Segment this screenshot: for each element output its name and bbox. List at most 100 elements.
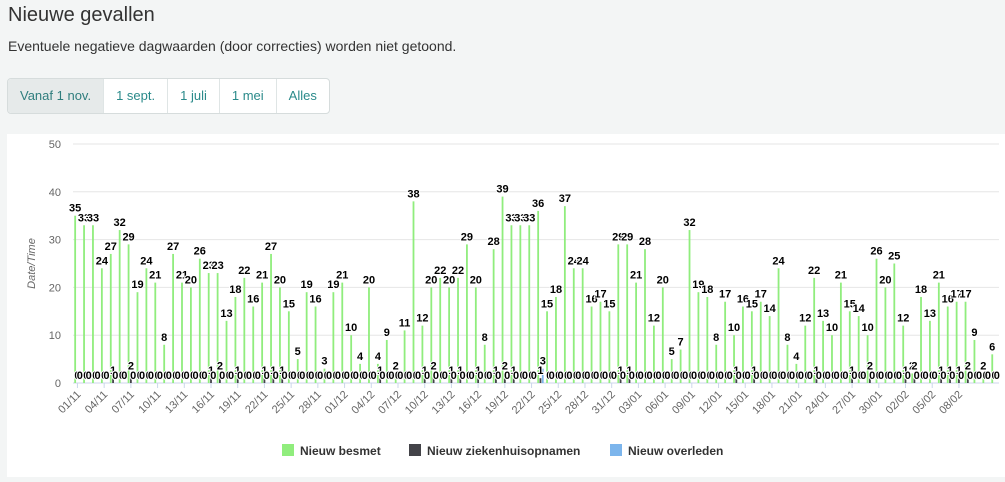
bar xyxy=(528,225,531,383)
legend-item: Nieuw besmet xyxy=(300,444,381,458)
x-tick-label: 27/01 xyxy=(830,389,858,417)
bar xyxy=(287,311,290,383)
data-label: 0 xyxy=(130,370,136,382)
data-label: 0 xyxy=(466,370,472,382)
x-tick-label: 06/01 xyxy=(643,389,671,417)
data-label: 19 xyxy=(131,279,143,291)
bar xyxy=(884,287,887,383)
data-label: 0 xyxy=(822,370,828,382)
data-label: 0 xyxy=(753,370,759,382)
data-label: 0 xyxy=(199,370,205,382)
bar xyxy=(510,225,513,383)
bar xyxy=(753,378,756,383)
bar xyxy=(314,306,317,383)
data-label: 9 xyxy=(971,327,977,339)
data-label: 0 xyxy=(958,370,964,382)
data-label: 0 xyxy=(297,370,303,382)
data-label: 21 xyxy=(630,270,642,282)
data-label: 27 xyxy=(167,241,179,253)
data-label: 12 xyxy=(897,313,909,325)
tab-1-mei[interactable]: 1 mei xyxy=(220,79,277,113)
data-label: 0 xyxy=(896,370,902,382)
bar xyxy=(190,287,192,383)
cases-chart: 01020304050Date/Time35333324273229192421… xyxy=(26,139,1001,458)
data-label: 0 xyxy=(190,370,196,382)
data-label: 16 xyxy=(247,294,259,306)
data-label: 0 xyxy=(451,370,457,382)
bar xyxy=(403,330,406,383)
x-tick-label: 31/12 xyxy=(590,389,618,417)
tab-1-sept[interactable]: 1 sept. xyxy=(104,79,169,113)
data-label: 4 xyxy=(357,351,364,363)
data-label: 0 xyxy=(834,370,840,382)
data-label: 0 xyxy=(155,370,161,382)
bar xyxy=(207,273,210,383)
data-label: 0 xyxy=(778,370,784,382)
data-label: 0 xyxy=(798,370,804,382)
tab-alles[interactable]: Alles xyxy=(288,88,317,103)
data-label: 0 xyxy=(101,370,107,382)
data-label: 0 xyxy=(486,370,492,382)
x-tick-label: 24/01 xyxy=(804,389,832,417)
data-label: 17 xyxy=(594,289,606,301)
data-label: 0 xyxy=(620,370,626,382)
tab-vanaf-1-nov[interactable]: Vanaf 1 nov. xyxy=(8,79,105,113)
data-label: 1 xyxy=(457,365,463,377)
data-label: 0 xyxy=(655,370,661,382)
data-label: 0 xyxy=(557,370,563,382)
data-label: 0 xyxy=(103,370,109,382)
data-label: 0 xyxy=(593,370,599,382)
bar xyxy=(590,306,593,383)
data-label: 0 xyxy=(433,370,439,382)
data-label: 0 xyxy=(825,370,831,382)
data-label: 0 xyxy=(807,370,813,382)
bar xyxy=(768,316,771,383)
data-label: 0 xyxy=(787,370,793,382)
bar xyxy=(991,354,994,383)
data-label: 0 xyxy=(744,370,750,382)
data-label: 0 xyxy=(353,370,359,382)
bar xyxy=(210,378,212,383)
data-label: 0 xyxy=(611,370,617,382)
tab-1-juli[interactable]: 1 juli xyxy=(168,79,220,113)
data-label: 0 xyxy=(709,370,715,382)
bar xyxy=(423,378,426,383)
data-label: 17 xyxy=(755,289,767,301)
bar xyxy=(608,311,611,383)
y-tick-label: 0 xyxy=(55,378,61,390)
data-label: 0 xyxy=(148,370,154,382)
data-label: 20 xyxy=(879,274,891,286)
data-label: 32 xyxy=(114,217,126,229)
data-label: 0 xyxy=(344,370,350,382)
data-label: 0 xyxy=(762,370,768,382)
x-tick-label: 05/02 xyxy=(910,389,938,417)
data-label: 12 xyxy=(799,313,811,325)
data-label: 0 xyxy=(531,370,537,382)
bar xyxy=(815,378,818,383)
data-label: 0 xyxy=(929,370,935,382)
bar xyxy=(537,210,540,383)
y-tick-label: 50 xyxy=(49,139,61,151)
data-label: 0 xyxy=(157,370,163,382)
data-label: 0 xyxy=(789,370,795,382)
data-label: 2 xyxy=(502,360,508,372)
data-label: 21 xyxy=(256,270,268,282)
bar xyxy=(100,268,103,383)
data-label: 21 xyxy=(149,270,161,282)
x-tick-label: 22/12 xyxy=(510,389,538,417)
bar xyxy=(541,368,544,383)
data-label: 24 xyxy=(568,255,581,267)
bar xyxy=(539,378,542,383)
data-label: 24 xyxy=(140,255,153,267)
x-tick-label: 04/12 xyxy=(349,389,377,417)
y-tick-label: 20 xyxy=(49,282,61,294)
data-label: 0 xyxy=(439,370,445,382)
data-label: 0 xyxy=(388,370,394,382)
data-label: 0 xyxy=(718,370,724,382)
data-label: 0 xyxy=(406,370,412,382)
data-label: 19 xyxy=(301,279,313,291)
data-label: 0 xyxy=(315,370,321,382)
bar xyxy=(617,244,620,383)
bar xyxy=(973,339,976,383)
data-label: 0 xyxy=(415,370,421,382)
